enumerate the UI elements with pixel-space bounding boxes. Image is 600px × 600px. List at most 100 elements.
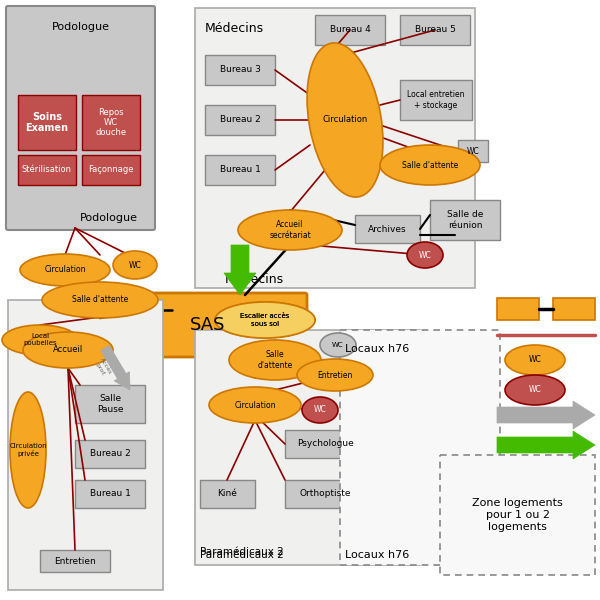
FancyBboxPatch shape xyxy=(440,455,595,575)
Text: Archives: Archives xyxy=(368,224,407,233)
Ellipse shape xyxy=(20,254,110,286)
Ellipse shape xyxy=(229,340,321,380)
Polygon shape xyxy=(497,431,595,459)
Ellipse shape xyxy=(297,359,373,391)
Text: WC: WC xyxy=(419,251,431,259)
Text: Accès
prof.: Accès prof. xyxy=(94,358,112,379)
Text: Zone logements
pour 1 ou 2
logements: Zone logements pour 1 ou 2 logements xyxy=(472,499,563,532)
FancyBboxPatch shape xyxy=(18,95,76,150)
FancyBboxPatch shape xyxy=(458,140,488,162)
FancyBboxPatch shape xyxy=(82,155,140,185)
Text: Local
poubelles: Local poubelles xyxy=(23,334,57,346)
FancyBboxPatch shape xyxy=(340,330,500,565)
FancyBboxPatch shape xyxy=(195,330,420,565)
Text: Escalier accès
sous sol: Escalier accès sous sol xyxy=(241,313,290,326)
FancyBboxPatch shape xyxy=(497,298,539,320)
Text: Salle d'attente: Salle d'attente xyxy=(72,295,128,304)
FancyBboxPatch shape xyxy=(205,55,275,85)
Text: WC: WC xyxy=(314,406,326,415)
Ellipse shape xyxy=(215,302,315,338)
Text: Entretien: Entretien xyxy=(54,557,96,565)
FancyBboxPatch shape xyxy=(553,298,595,320)
Text: Circulation: Circulation xyxy=(322,115,368,124)
FancyBboxPatch shape xyxy=(200,480,255,508)
FancyBboxPatch shape xyxy=(40,550,110,572)
FancyBboxPatch shape xyxy=(400,15,470,45)
Text: Salle de
réunion: Salle de réunion xyxy=(447,210,483,230)
FancyBboxPatch shape xyxy=(8,300,163,590)
Text: Bureau 1: Bureau 1 xyxy=(220,166,260,175)
Ellipse shape xyxy=(10,392,46,508)
FancyBboxPatch shape xyxy=(75,480,145,508)
Polygon shape xyxy=(224,245,256,295)
Ellipse shape xyxy=(42,282,158,318)
Text: Salle d'attente: Salle d'attente xyxy=(402,160,458,169)
Text: Locaux h76: Locaux h76 xyxy=(345,344,409,354)
FancyBboxPatch shape xyxy=(430,200,500,240)
Ellipse shape xyxy=(2,325,78,355)
Text: Orthoptiste: Orthoptiste xyxy=(299,490,351,499)
Text: WC: WC xyxy=(332,342,344,348)
Text: Salle
d'attente: Salle d'attente xyxy=(257,350,293,370)
FancyBboxPatch shape xyxy=(205,155,275,185)
FancyBboxPatch shape xyxy=(205,105,275,135)
Text: Circulation: Circulation xyxy=(234,401,276,409)
Text: Podologue: Podologue xyxy=(80,213,138,223)
Text: WC: WC xyxy=(529,385,541,395)
Ellipse shape xyxy=(380,145,480,185)
Text: Façonnage: Façonnage xyxy=(88,166,134,175)
Text: Médecins: Médecins xyxy=(205,22,264,35)
Ellipse shape xyxy=(302,397,338,423)
FancyBboxPatch shape xyxy=(75,385,145,423)
Ellipse shape xyxy=(209,387,301,423)
Ellipse shape xyxy=(23,332,113,368)
Text: Entretien: Entretien xyxy=(317,370,353,379)
FancyBboxPatch shape xyxy=(108,293,307,357)
Polygon shape xyxy=(497,401,595,429)
FancyBboxPatch shape xyxy=(6,6,155,230)
Text: Local entretien
+ stockage: Local entretien + stockage xyxy=(407,90,465,110)
FancyBboxPatch shape xyxy=(285,480,365,508)
Text: Circulation
privée: Circulation privée xyxy=(9,443,47,457)
FancyBboxPatch shape xyxy=(195,8,475,288)
Text: Soins
Examen: Soins Examen xyxy=(25,112,68,133)
Text: Bureau 5: Bureau 5 xyxy=(415,25,455,34)
FancyBboxPatch shape xyxy=(82,95,140,150)
Text: Salle
Pause: Salle Pause xyxy=(97,394,123,414)
Text: Bureau 4: Bureau 4 xyxy=(329,25,370,34)
Ellipse shape xyxy=(113,251,157,279)
Ellipse shape xyxy=(505,375,565,405)
Text: Locaux h76: Locaux h76 xyxy=(345,550,409,560)
Text: WC: WC xyxy=(128,260,142,269)
Text: Repos
WC
douche: Repos WC douche xyxy=(95,107,127,137)
Text: Accueil: Accueil xyxy=(53,346,83,355)
Text: Paramédicaux 2: Paramédicaux 2 xyxy=(200,550,284,560)
Ellipse shape xyxy=(505,345,565,375)
Text: Escalier accès
sous sol: Escalier accès sous sol xyxy=(241,313,290,326)
FancyBboxPatch shape xyxy=(400,80,472,120)
Text: Médecins: Médecins xyxy=(225,273,284,286)
Text: Bureau 3: Bureau 3 xyxy=(220,65,260,74)
Text: Accueil
secrétariat: Accueil secrétariat xyxy=(269,220,311,239)
Ellipse shape xyxy=(407,242,443,268)
FancyBboxPatch shape xyxy=(285,430,365,458)
Text: SAS: SAS xyxy=(190,316,225,334)
Text: WC: WC xyxy=(467,146,479,155)
Ellipse shape xyxy=(320,333,356,357)
Text: Podologue: Podologue xyxy=(52,22,110,32)
Ellipse shape xyxy=(215,302,315,338)
Text: Bureau 2: Bureau 2 xyxy=(220,115,260,124)
Polygon shape xyxy=(101,346,130,390)
Ellipse shape xyxy=(307,43,383,197)
Text: Circulation: Circulation xyxy=(44,265,86,275)
FancyBboxPatch shape xyxy=(315,15,385,45)
FancyBboxPatch shape xyxy=(18,155,76,185)
Text: Bureau 1: Bureau 1 xyxy=(89,490,130,499)
Text: Stérilisation: Stérilisation xyxy=(22,166,72,175)
Text: WC: WC xyxy=(529,355,541,364)
FancyBboxPatch shape xyxy=(355,215,420,243)
Text: Paramédicaux 2: Paramédicaux 2 xyxy=(200,547,284,557)
Ellipse shape xyxy=(238,210,342,250)
Text: Kiné: Kiné xyxy=(218,490,238,499)
FancyBboxPatch shape xyxy=(75,440,145,468)
